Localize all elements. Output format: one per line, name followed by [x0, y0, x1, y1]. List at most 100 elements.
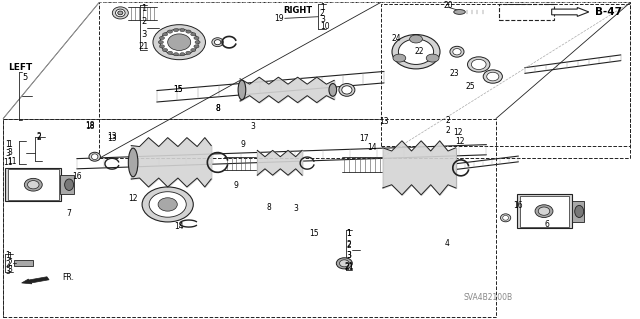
Ellipse shape [471, 59, 486, 70]
Ellipse shape [186, 30, 191, 33]
Text: 1: 1 [141, 4, 147, 13]
Ellipse shape [153, 25, 205, 60]
FancyArrow shape [552, 8, 589, 16]
Text: 12: 12 [455, 137, 464, 146]
Text: 13: 13 [107, 132, 117, 142]
Text: 15: 15 [173, 85, 183, 94]
Bar [5, 168, 61, 201]
Text: 12: 12 [453, 128, 462, 137]
Text: 5: 5 [22, 73, 28, 82]
Text: 16: 16 [513, 201, 524, 210]
Ellipse shape [163, 33, 168, 36]
Ellipse shape [160, 29, 198, 55]
Text: 23: 23 [449, 70, 460, 78]
Ellipse shape [168, 34, 191, 50]
Text: 1: 1 [8, 252, 12, 262]
Ellipse shape [212, 38, 223, 47]
Text: 15: 15 [173, 85, 183, 94]
Ellipse shape [149, 192, 186, 217]
Text: 2: 2 [36, 132, 41, 142]
Text: 24: 24 [392, 34, 402, 43]
Text: 9: 9 [241, 140, 246, 149]
Text: 1: 1 [8, 140, 12, 149]
Text: 21: 21 [344, 262, 353, 271]
Ellipse shape [342, 86, 352, 94]
Ellipse shape [163, 48, 168, 52]
Ellipse shape [538, 207, 550, 215]
Ellipse shape [392, 34, 440, 69]
Text: 2: 2 [346, 240, 351, 249]
Text: 14: 14 [367, 143, 378, 152]
Text: 2: 2 [445, 115, 451, 125]
Text: 3: 3 [5, 267, 10, 276]
Text: 22: 22 [415, 47, 424, 56]
Text: 13: 13 [107, 134, 117, 143]
Text: 1: 1 [5, 251, 10, 261]
Ellipse shape [487, 72, 499, 81]
Bar [60, 175, 74, 194]
Ellipse shape [337, 258, 353, 269]
Ellipse shape [535, 205, 553, 218]
Ellipse shape [339, 84, 355, 96]
Bar [572, 201, 584, 222]
Ellipse shape [454, 10, 465, 14]
Text: 2: 2 [5, 260, 10, 269]
Bar [381, 4, 630, 145]
Ellipse shape [393, 54, 406, 62]
FancyArrow shape [22, 277, 49, 284]
Text: SVA4B2100B: SVA4B2100B [463, 293, 512, 302]
Text: 8: 8 [215, 104, 220, 113]
Text: 11: 11 [3, 158, 12, 167]
Text: 18: 18 [85, 121, 94, 130]
Text: 3: 3 [5, 149, 10, 158]
Text: 15: 15 [308, 229, 319, 238]
Text: 4: 4 [444, 239, 449, 248]
Text: 1: 1 [320, 3, 324, 12]
Ellipse shape [142, 187, 193, 222]
Ellipse shape [194, 45, 199, 48]
Ellipse shape [168, 30, 173, 33]
Text: 7: 7 [67, 210, 72, 219]
Text: 3: 3 [250, 122, 255, 131]
Ellipse shape [173, 53, 179, 56]
Ellipse shape [173, 28, 179, 32]
Ellipse shape [410, 35, 422, 43]
Text: 14: 14 [174, 222, 184, 231]
Bar [8, 169, 59, 200]
Ellipse shape [468, 57, 490, 72]
Ellipse shape [180, 53, 185, 56]
Text: 2: 2 [445, 126, 451, 135]
Text: 12: 12 [129, 194, 138, 203]
Text: 3: 3 [320, 15, 325, 25]
Ellipse shape [92, 154, 98, 160]
Text: 1: 1 [5, 140, 10, 149]
Ellipse shape [398, 39, 434, 64]
Ellipse shape [329, 84, 337, 96]
Ellipse shape [180, 28, 185, 32]
Text: 8: 8 [266, 203, 271, 212]
Ellipse shape [195, 41, 200, 44]
Ellipse shape [24, 178, 42, 191]
Bar [14, 260, 33, 266]
Text: 3: 3 [346, 251, 351, 261]
Ellipse shape [503, 215, 509, 220]
Ellipse shape [194, 36, 199, 40]
Text: 1: 1 [346, 229, 351, 238]
Ellipse shape [238, 80, 246, 100]
Bar [3, 119, 496, 317]
Text: 13: 13 [379, 117, 389, 126]
Text: 16: 16 [72, 172, 82, 181]
Ellipse shape [115, 9, 125, 17]
Text: 8: 8 [215, 105, 220, 114]
Ellipse shape [450, 46, 464, 57]
Ellipse shape [113, 7, 128, 19]
Ellipse shape [214, 40, 221, 45]
Ellipse shape [483, 70, 502, 83]
Bar [499, 4, 554, 20]
Ellipse shape [65, 179, 74, 190]
Ellipse shape [340, 260, 349, 267]
Ellipse shape [89, 152, 100, 161]
Text: LEFT: LEFT [8, 63, 32, 72]
Ellipse shape [191, 33, 196, 36]
Ellipse shape [186, 51, 191, 54]
